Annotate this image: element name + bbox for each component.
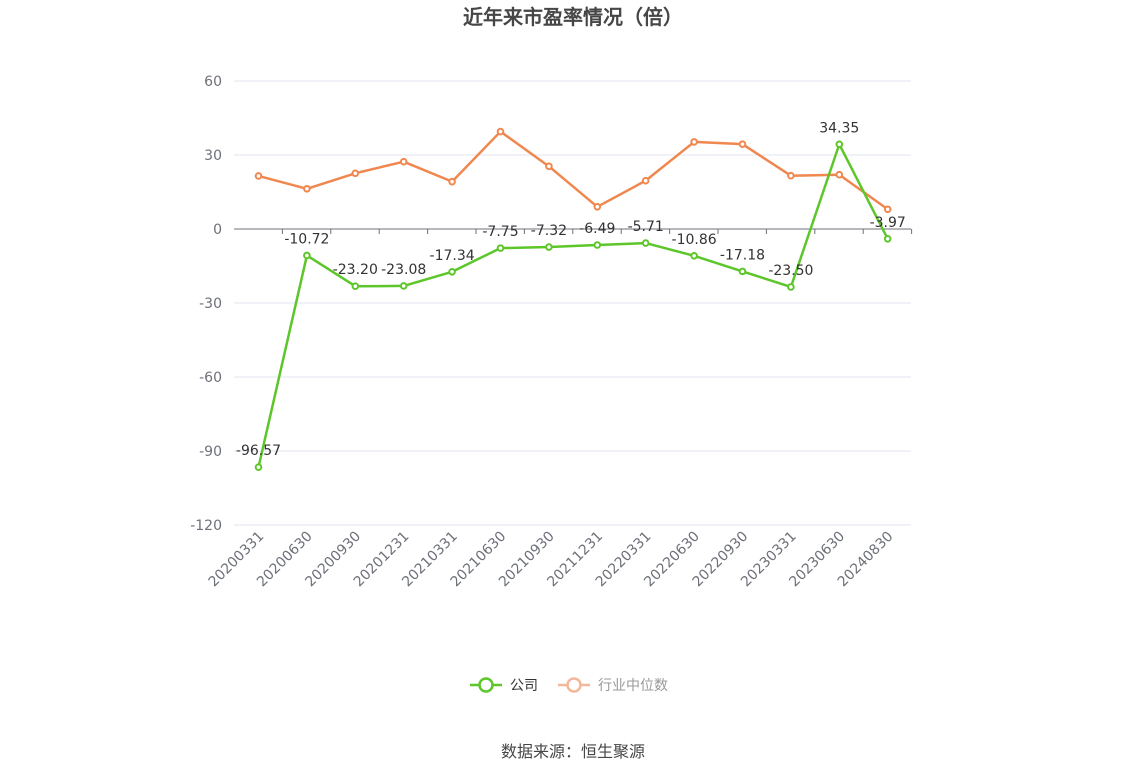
industry-point[interactable]: [351, 169, 360, 178]
industry-point[interactable]: [593, 203, 602, 211]
company-data-label: -10.72: [284, 231, 329, 247]
chart-title: 近年来市盈率情况（倍）: [463, 5, 683, 29]
company-point[interactable]: [545, 243, 553, 251]
industry-point[interactable]: [641, 176, 650, 185]
company-data-label: 34.35: [819, 120, 859, 136]
company-point[interactable]: [883, 234, 892, 243]
company-point[interactable]: [787, 283, 795, 291]
industry-point[interactable]: [883, 205, 892, 214]
legend[interactable]: 公司 行业中位数: [470, 677, 668, 694]
company-data-label: -23.08: [381, 262, 426, 278]
company-point[interactable]: [738, 267, 747, 276]
y-tick-label: -90: [199, 444, 222, 460]
company-data-label: -17.34: [430, 248, 475, 264]
legend-label: 行业中位数: [598, 678, 668, 694]
industry-point[interactable]: [496, 127, 505, 136]
industry-point[interactable]: [448, 177, 456, 186]
industry-point[interactable]: [835, 170, 844, 179]
company-point[interactable]: [496, 244, 505, 252]
company-data-label: -10.86: [672, 232, 717, 248]
company-data-label: -17.18: [720, 247, 765, 263]
company-point[interactable]: [254, 463, 263, 472]
y-tick-label: 0: [213, 222, 222, 238]
company-point[interactable]: [303, 251, 311, 260]
axes: 60300-30-60-90-1202020033120200630202009…: [190, 74, 913, 590]
company-data-label: -6.49: [579, 221, 615, 237]
company-point[interactable]: [351, 282, 360, 291]
legend-item-industry-median[interactable]: 行业中位数: [558, 677, 668, 694]
y-tick-label: 30: [204, 148, 222, 164]
company-data-label: -23.20: [333, 262, 378, 278]
y-tick-label: -60: [199, 370, 222, 386]
company-data-label: -3.97: [870, 215, 906, 231]
data-source: 数据来源：恒生聚源: [501, 742, 645, 761]
industry-point[interactable]: [738, 140, 747, 148]
industry-point[interactable]: [399, 157, 408, 166]
industry-point[interactable]: [690, 138, 698, 146]
company-point[interactable]: [593, 241, 602, 249]
series-line-industry-median: [258, 130, 889, 211]
company-point[interactable]: [835, 140, 844, 149]
data-labels: -96.57 -10.72-23.20 -23.08-17.34 -7.75 -7.32…: [236, 120, 906, 459]
company-point[interactable]: [641, 239, 650, 247]
legend-marker-icon: [566, 677, 582, 693]
y-tick-label: 60: [204, 74, 222, 90]
company-point[interactable]: [399, 282, 408, 290]
grid-lines: [234, 80, 911, 526]
legend-item-company[interactable]: 公司: [470, 677, 538, 694]
company-point[interactable]: [448, 267, 456, 276]
company-data-label: -5.71: [628, 219, 664, 235]
y-tick-label: -30: [199, 296, 222, 312]
company-data-label: -96.57: [236, 443, 281, 459]
company-data-label: -7.75: [482, 224, 518, 240]
industry-point[interactable]: [303, 184, 311, 193]
legend-label: 公司: [510, 678, 538, 694]
series-line-company: [257, 143, 889, 468]
company-data-label: -7.32: [531, 223, 567, 239]
y-tick-label: -120: [190, 518, 222, 534]
series-lines: [254, 127, 892, 472]
industry-point[interactable]: [545, 162, 553, 171]
industry-point[interactable]: [254, 172, 263, 180]
company-point[interactable]: [690, 251, 698, 260]
company-data-label: -23.50: [768, 263, 813, 279]
industry-point[interactable]: [787, 171, 795, 180]
legend-marker-icon: [478, 677, 494, 693]
